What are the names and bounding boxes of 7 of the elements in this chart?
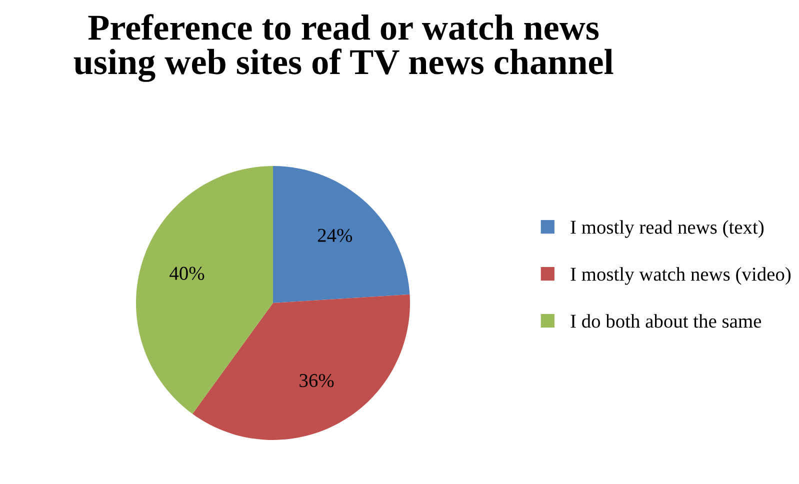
legend-label: I do both about the same bbox=[570, 314, 762, 328]
legend-label: I mostly watch news (video) bbox=[570, 267, 791, 285]
data-label: 40% bbox=[170, 266, 204, 280]
chart-title: Preference to read or watch news using web sites of TV news channel bbox=[74, 14, 614, 82]
data-label: 36% bbox=[300, 374, 334, 388]
legend-label: I mostly read news (text) bbox=[570, 220, 764, 238]
data-label: 24% bbox=[318, 228, 352, 242]
